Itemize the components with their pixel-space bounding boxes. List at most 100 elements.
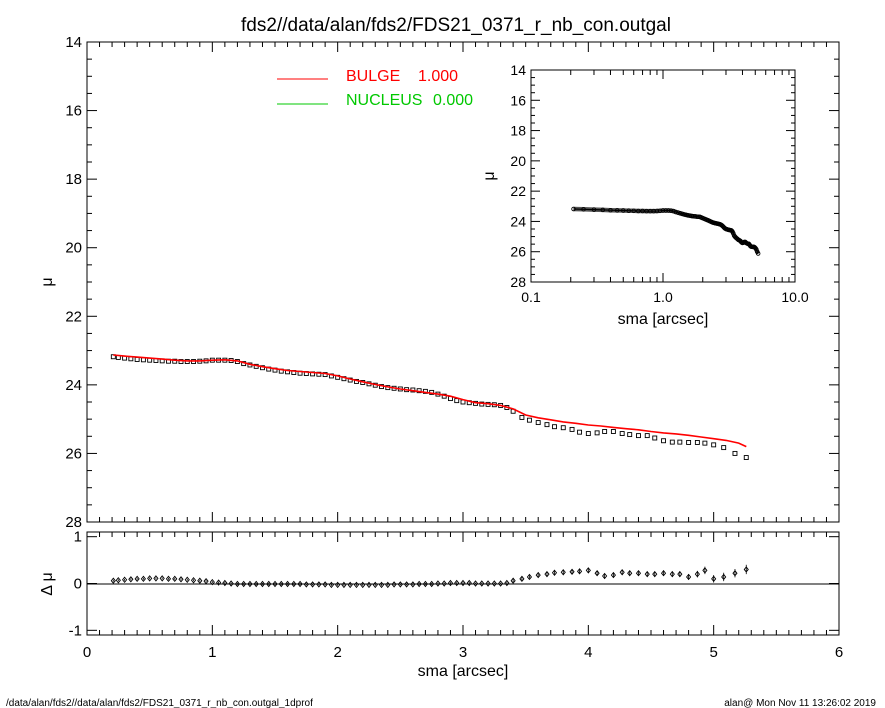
residual-point bbox=[247, 580, 253, 588]
data-point-square bbox=[619, 431, 625, 436]
residual-point bbox=[472, 580, 479, 587]
residual-point bbox=[435, 580, 441, 587]
residual-point bbox=[178, 576, 184, 583]
inset-y-tick-label: 22 bbox=[510, 183, 526, 199]
residual-x-tick-label: 6 bbox=[835, 644, 843, 661]
main-y-tick-label: 22 bbox=[65, 308, 82, 325]
main-y-tick-label: 24 bbox=[65, 377, 82, 394]
residual-point bbox=[441, 580, 447, 587]
main-y-tick-label: 28 bbox=[65, 514, 82, 531]
residual-point bbox=[366, 581, 372, 589]
inset-data-point bbox=[671, 208, 676, 214]
data-point-square bbox=[585, 431, 591, 436]
residual-point bbox=[266, 580, 272, 588]
residual-point bbox=[216, 579, 222, 586]
residual-point bbox=[422, 580, 428, 588]
inset-data-point bbox=[621, 208, 626, 213]
inset-data-point bbox=[600, 207, 606, 213]
data-point-square bbox=[526, 417, 532, 423]
residual-point bbox=[228, 580, 234, 587]
inset-data-series bbox=[571, 206, 761, 256]
residual-point bbox=[485, 580, 491, 587]
main-data-series bbox=[110, 354, 749, 460]
residual-point bbox=[241, 580, 247, 588]
residual-point bbox=[610, 571, 616, 579]
inset-data-point bbox=[581, 207, 586, 212]
residual-point bbox=[372, 581, 378, 589]
residual-point bbox=[110, 577, 116, 584]
main-axis-ticks: 14 16 18 20 22 24 26 28 bbox=[65, 34, 840, 531]
data-point-square bbox=[594, 430, 600, 436]
data-point-square bbox=[652, 435, 658, 441]
data-point-square bbox=[732, 450, 738, 456]
residual-point bbox=[551, 569, 558, 576]
inset-data-point bbox=[660, 208, 666, 213]
legend: BULGE 1.000 NUCLEUS 0.000 bbox=[277, 68, 473, 109]
residual-x-tick-label: 3 bbox=[459, 644, 467, 661]
residual-point bbox=[652, 570, 658, 578]
main-y-tick-label: 14 bbox=[65, 34, 82, 51]
residual-point bbox=[510, 577, 516, 584]
residual-x-tick-label: 5 bbox=[709, 644, 717, 661]
legend-bulge-value: 1.000 bbox=[418, 68, 458, 85]
residual-point bbox=[569, 568, 575, 576]
residual-point bbox=[491, 580, 497, 587]
data-point-square bbox=[702, 440, 708, 446]
residual-point bbox=[447, 579, 454, 587]
inset-data-point bbox=[614, 208, 620, 213]
residual-point bbox=[209, 578, 215, 586]
residual-panel: 0 1 2 3 4 5 6-101 Δ μ sma [arcsec] bbox=[39, 529, 843, 680]
residual-point bbox=[234, 580, 240, 588]
inset-data-point bbox=[694, 214, 699, 219]
inset-y-tick-label: 24 bbox=[510, 213, 526, 229]
residual-point bbox=[259, 580, 266, 588]
data-point-square bbox=[454, 398, 460, 404]
data-point-square bbox=[711, 442, 717, 448]
residual-point bbox=[272, 580, 278, 588]
inset-x-tick-label: 1.0 bbox=[653, 289, 673, 305]
legend-nucleus-value: 0.000 bbox=[433, 92, 473, 109]
residual-point bbox=[134, 575, 140, 583]
residual-point bbox=[128, 576, 134, 583]
footer-timestamp: alan@ Mon Nov 11 13:26:02 2019 bbox=[724, 698, 876, 708]
residual-point bbox=[669, 570, 675, 578]
residual-point bbox=[140, 575, 146, 583]
data-point-square bbox=[110, 354, 116, 360]
residual-point bbox=[197, 577, 203, 584]
inset-y-tick-label: 14 bbox=[510, 62, 526, 78]
residual-point bbox=[115, 577, 121, 584]
residual-point bbox=[222, 579, 228, 587]
residual-point bbox=[544, 570, 550, 578]
inset-data-point bbox=[591, 207, 597, 212]
residual-point bbox=[686, 573, 692, 581]
inset-data-point bbox=[657, 208, 663, 214]
inset-data-point bbox=[571, 206, 576, 212]
inset-data-point bbox=[666, 208, 671, 213]
data-point-square bbox=[661, 438, 666, 444]
residual-point bbox=[322, 581, 328, 588]
data-point-square bbox=[544, 422, 550, 428]
residual-point bbox=[535, 571, 541, 579]
inset-data-point bbox=[631, 208, 636, 214]
residual-point bbox=[576, 568, 583, 575]
residual-point bbox=[479, 580, 485, 587]
data-point-square bbox=[669, 439, 675, 445]
inset-data-point bbox=[753, 246, 759, 252]
residual-point bbox=[619, 569, 625, 576]
residual-point bbox=[635, 569, 642, 577]
residual-point bbox=[253, 580, 259, 588]
residual-x-tick-label: 4 bbox=[584, 644, 592, 661]
data-point-square bbox=[178, 359, 184, 364]
residual-y-tick-label: -1 bbox=[69, 622, 82, 639]
data-point-square bbox=[743, 455, 749, 460]
inset-data-point bbox=[608, 207, 613, 213]
residual-data-series bbox=[110, 564, 749, 589]
inset-data-point bbox=[673, 209, 679, 215]
residual-point bbox=[303, 581, 309, 588]
residual-point bbox=[519, 575, 525, 583]
residual-point bbox=[585, 567, 591, 574]
data-point-square bbox=[644, 433, 650, 439]
data-point-square bbox=[569, 426, 575, 432]
residual-y-tick-label: 1 bbox=[74, 529, 82, 546]
